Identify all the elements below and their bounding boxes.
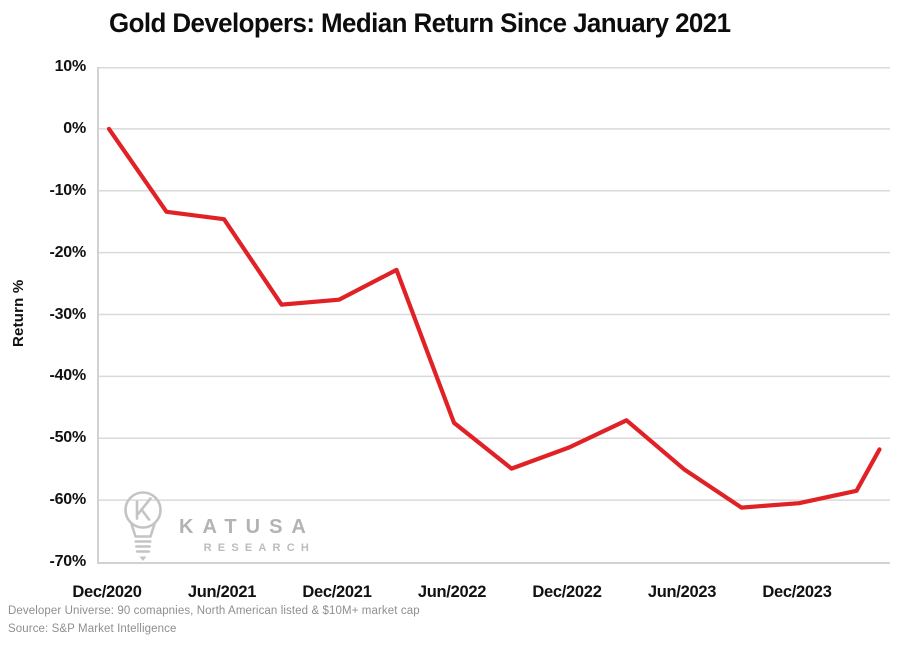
- katusa-lightbulb-icon: [121, 489, 167, 574]
- plot-area: [97, 67, 890, 564]
- katusa-research-watermark: KATUSA RESEARCH: [121, 489, 315, 574]
- x-tick-label: Jun/2021: [187, 583, 257, 601]
- y-tick-label: -60%: [49, 491, 86, 509]
- y-tick-label: -20%: [49, 243, 86, 261]
- chart-title: Gold Developers: Median Return Since Jan…: [109, 8, 731, 38]
- y-tick-label: -40%: [49, 367, 86, 385]
- katusa-research-text: RESEARCH: [203, 542, 315, 554]
- median-return-line: [106, 126, 882, 510]
- line-chart-svg: [99, 67, 890, 510]
- footnote-source: Source: S&P Market Intelligence: [8, 623, 177, 635]
- footnote-universe: Developer Universe: 90 comapnies, North …: [8, 605, 420, 617]
- x-tick-label: Jun/2023: [647, 583, 717, 601]
- katusa-wordmark: KATUSA RESEARCH: [179, 517, 315, 554]
- y-tick-label: -70%: [49, 553, 86, 570]
- y-tick-label: -50%: [49, 429, 86, 447]
- y-tick-label: -10%: [49, 181, 86, 199]
- x-tick-label: Jun/2022: [417, 583, 487, 601]
- x-tick-label: Dec/2020: [72, 583, 142, 601]
- y-tick-label: -30%: [49, 305, 86, 323]
- x-tick-label: Dec/2023: [762, 583, 832, 601]
- y-tick-label: 0%: [63, 119, 86, 137]
- x-tick-label: Dec/2021: [302, 583, 372, 601]
- y-tick-label: 10%: [54, 58, 87, 75]
- katusa-name-text: KATUSA: [179, 516, 315, 538]
- x-tick-label: Dec/2022: [532, 583, 602, 601]
